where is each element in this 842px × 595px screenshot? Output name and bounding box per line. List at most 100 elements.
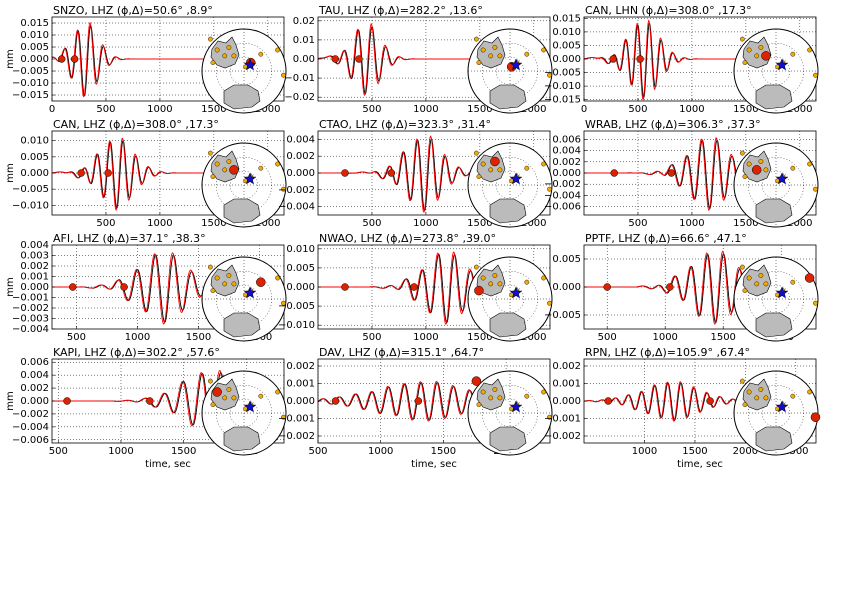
map-station-dot xyxy=(740,150,745,156)
map-station-dot xyxy=(754,281,760,287)
map-station-dot xyxy=(275,275,280,281)
x-tick-label: 2000 xyxy=(255,218,280,229)
map-station-dot xyxy=(476,60,482,65)
x-tick-label: 2000 xyxy=(521,332,546,343)
map-station-dot xyxy=(214,275,220,281)
seismogram-panel: 500 1000 1500 2000 −0.02 −0.01 0.00 0.01 0.02TAU… xyxy=(284,4,553,115)
y-tick-label: 0.000 xyxy=(552,396,581,407)
x-tick-label: 2000 xyxy=(787,104,812,115)
map-station-dot xyxy=(488,395,494,401)
map-station-dot xyxy=(480,275,486,281)
x-tick-label: 0 xyxy=(49,104,55,115)
map-inset xyxy=(733,256,819,342)
map-event-star xyxy=(775,286,789,299)
map-inset xyxy=(201,370,287,456)
window-marker xyxy=(341,169,349,177)
window-marker xyxy=(410,283,418,291)
window-marker xyxy=(120,283,128,291)
y-tick-label: 0.00 xyxy=(293,54,315,65)
panel-title: WRAB, LHZ (ϕ,Δ)=306.3° ,37.3° xyxy=(585,118,761,131)
x-tick-label: 500 xyxy=(67,332,86,343)
x-tick-label: 1500 xyxy=(467,218,492,229)
y-tick-label: 0.02 xyxy=(293,16,315,27)
map-inset xyxy=(467,28,553,114)
x-tick-label: 1000 xyxy=(413,332,438,343)
window-marker xyxy=(77,169,85,177)
panel-title: TAU, LHZ (ϕ,Δ)=282.2° ,13.6° xyxy=(318,4,483,17)
map-event-star xyxy=(509,58,523,71)
window-marker xyxy=(331,397,340,405)
map-station-dot xyxy=(497,395,503,401)
y-tick-label: −0.002 xyxy=(278,185,315,196)
x-axis-label: time, sec xyxy=(677,459,723,470)
map-station-dot xyxy=(763,395,769,401)
map-station-dot xyxy=(226,45,232,50)
map-land-antarctica xyxy=(489,312,527,338)
x-tick-label: 1500 xyxy=(733,218,758,229)
map-active-station xyxy=(490,156,500,167)
map-land-antarctica xyxy=(489,198,527,224)
map-station-dot xyxy=(210,288,216,293)
map-station-dot xyxy=(746,389,752,395)
y-tick-label: −0.002 xyxy=(12,409,49,420)
panel-title: NWAO, LHZ (ϕ,Δ)=273.8° ,39.0° xyxy=(319,232,496,245)
map-land-antarctica xyxy=(223,198,261,224)
window-marker xyxy=(414,397,423,405)
map-land-antarctica xyxy=(223,426,261,452)
panel-title: CTAO, LHZ (ϕ,Δ)=323.3° ,31.4° xyxy=(319,118,491,131)
x-tick-label: 1000 xyxy=(368,446,393,457)
map-station-dot xyxy=(746,47,752,53)
map-event-star xyxy=(243,172,257,185)
window-marker xyxy=(387,169,396,177)
window-marker xyxy=(146,397,154,405)
map-active-station xyxy=(810,412,821,422)
map-station-dot xyxy=(480,47,486,53)
x-tick-label: 500 xyxy=(362,218,381,229)
seismogram-panel: 500100015002000−0.006−0.004−0.0020.0000.… xyxy=(5,346,287,470)
panel-title: AFI, LHZ (ϕ,Δ)=37.1° ,38.3° xyxy=(53,232,206,245)
map-station-dot xyxy=(226,387,232,392)
x-tick-label: 2000 xyxy=(521,104,546,115)
map-station-dot xyxy=(740,36,745,42)
map-station-dot xyxy=(541,161,546,167)
map-station-dot xyxy=(207,378,213,384)
window-marker xyxy=(341,283,349,291)
x-tick-label: 1500 xyxy=(682,446,707,457)
map-station-dot xyxy=(281,414,286,420)
map-station-dot xyxy=(210,402,216,407)
map-station-dot xyxy=(207,150,213,156)
map-station-dot xyxy=(473,36,479,42)
y-tick-label: 0.015 xyxy=(20,18,49,29)
map-station-dot xyxy=(763,167,769,173)
y-tick-label: −0.005 xyxy=(278,301,315,312)
map-station-dot xyxy=(497,53,503,59)
map-station-dot xyxy=(473,150,479,156)
map-station-dot xyxy=(758,387,764,392)
map-station-dot xyxy=(492,387,498,392)
map-land-antarctica xyxy=(755,312,793,338)
map-active-station xyxy=(474,285,484,296)
x-tick-label: 1000 xyxy=(632,446,657,457)
y-tick-label: 0.000 xyxy=(20,396,49,407)
window-marker xyxy=(706,397,714,405)
x-tick-label: 1000 xyxy=(413,218,438,229)
x-axis-label: time, sec xyxy=(145,459,191,470)
map-station-dot xyxy=(746,275,752,281)
y-axis-label: mm xyxy=(5,49,16,68)
map-active-station xyxy=(471,376,482,386)
map-station-dot xyxy=(480,161,486,167)
map-station-dot xyxy=(790,393,796,399)
x-tick-label: 1500 xyxy=(171,446,196,457)
y-tick-label: 0.001 xyxy=(552,379,581,390)
y-tick-label: −0.002 xyxy=(544,179,581,190)
x-tick-label: 1500 xyxy=(186,332,211,343)
x-tick-label: 1000 xyxy=(147,104,172,115)
y-tick-label: −0.005 xyxy=(544,68,581,79)
y-tick-label: −0.015 xyxy=(544,95,581,106)
y-tick-label: 0.002 xyxy=(20,383,49,394)
x-tick-label: 1500 xyxy=(201,218,226,229)
map-station-dot xyxy=(758,273,764,278)
x-tick-label: 500 xyxy=(598,332,617,343)
y-tick-label: 0.010 xyxy=(20,136,49,147)
